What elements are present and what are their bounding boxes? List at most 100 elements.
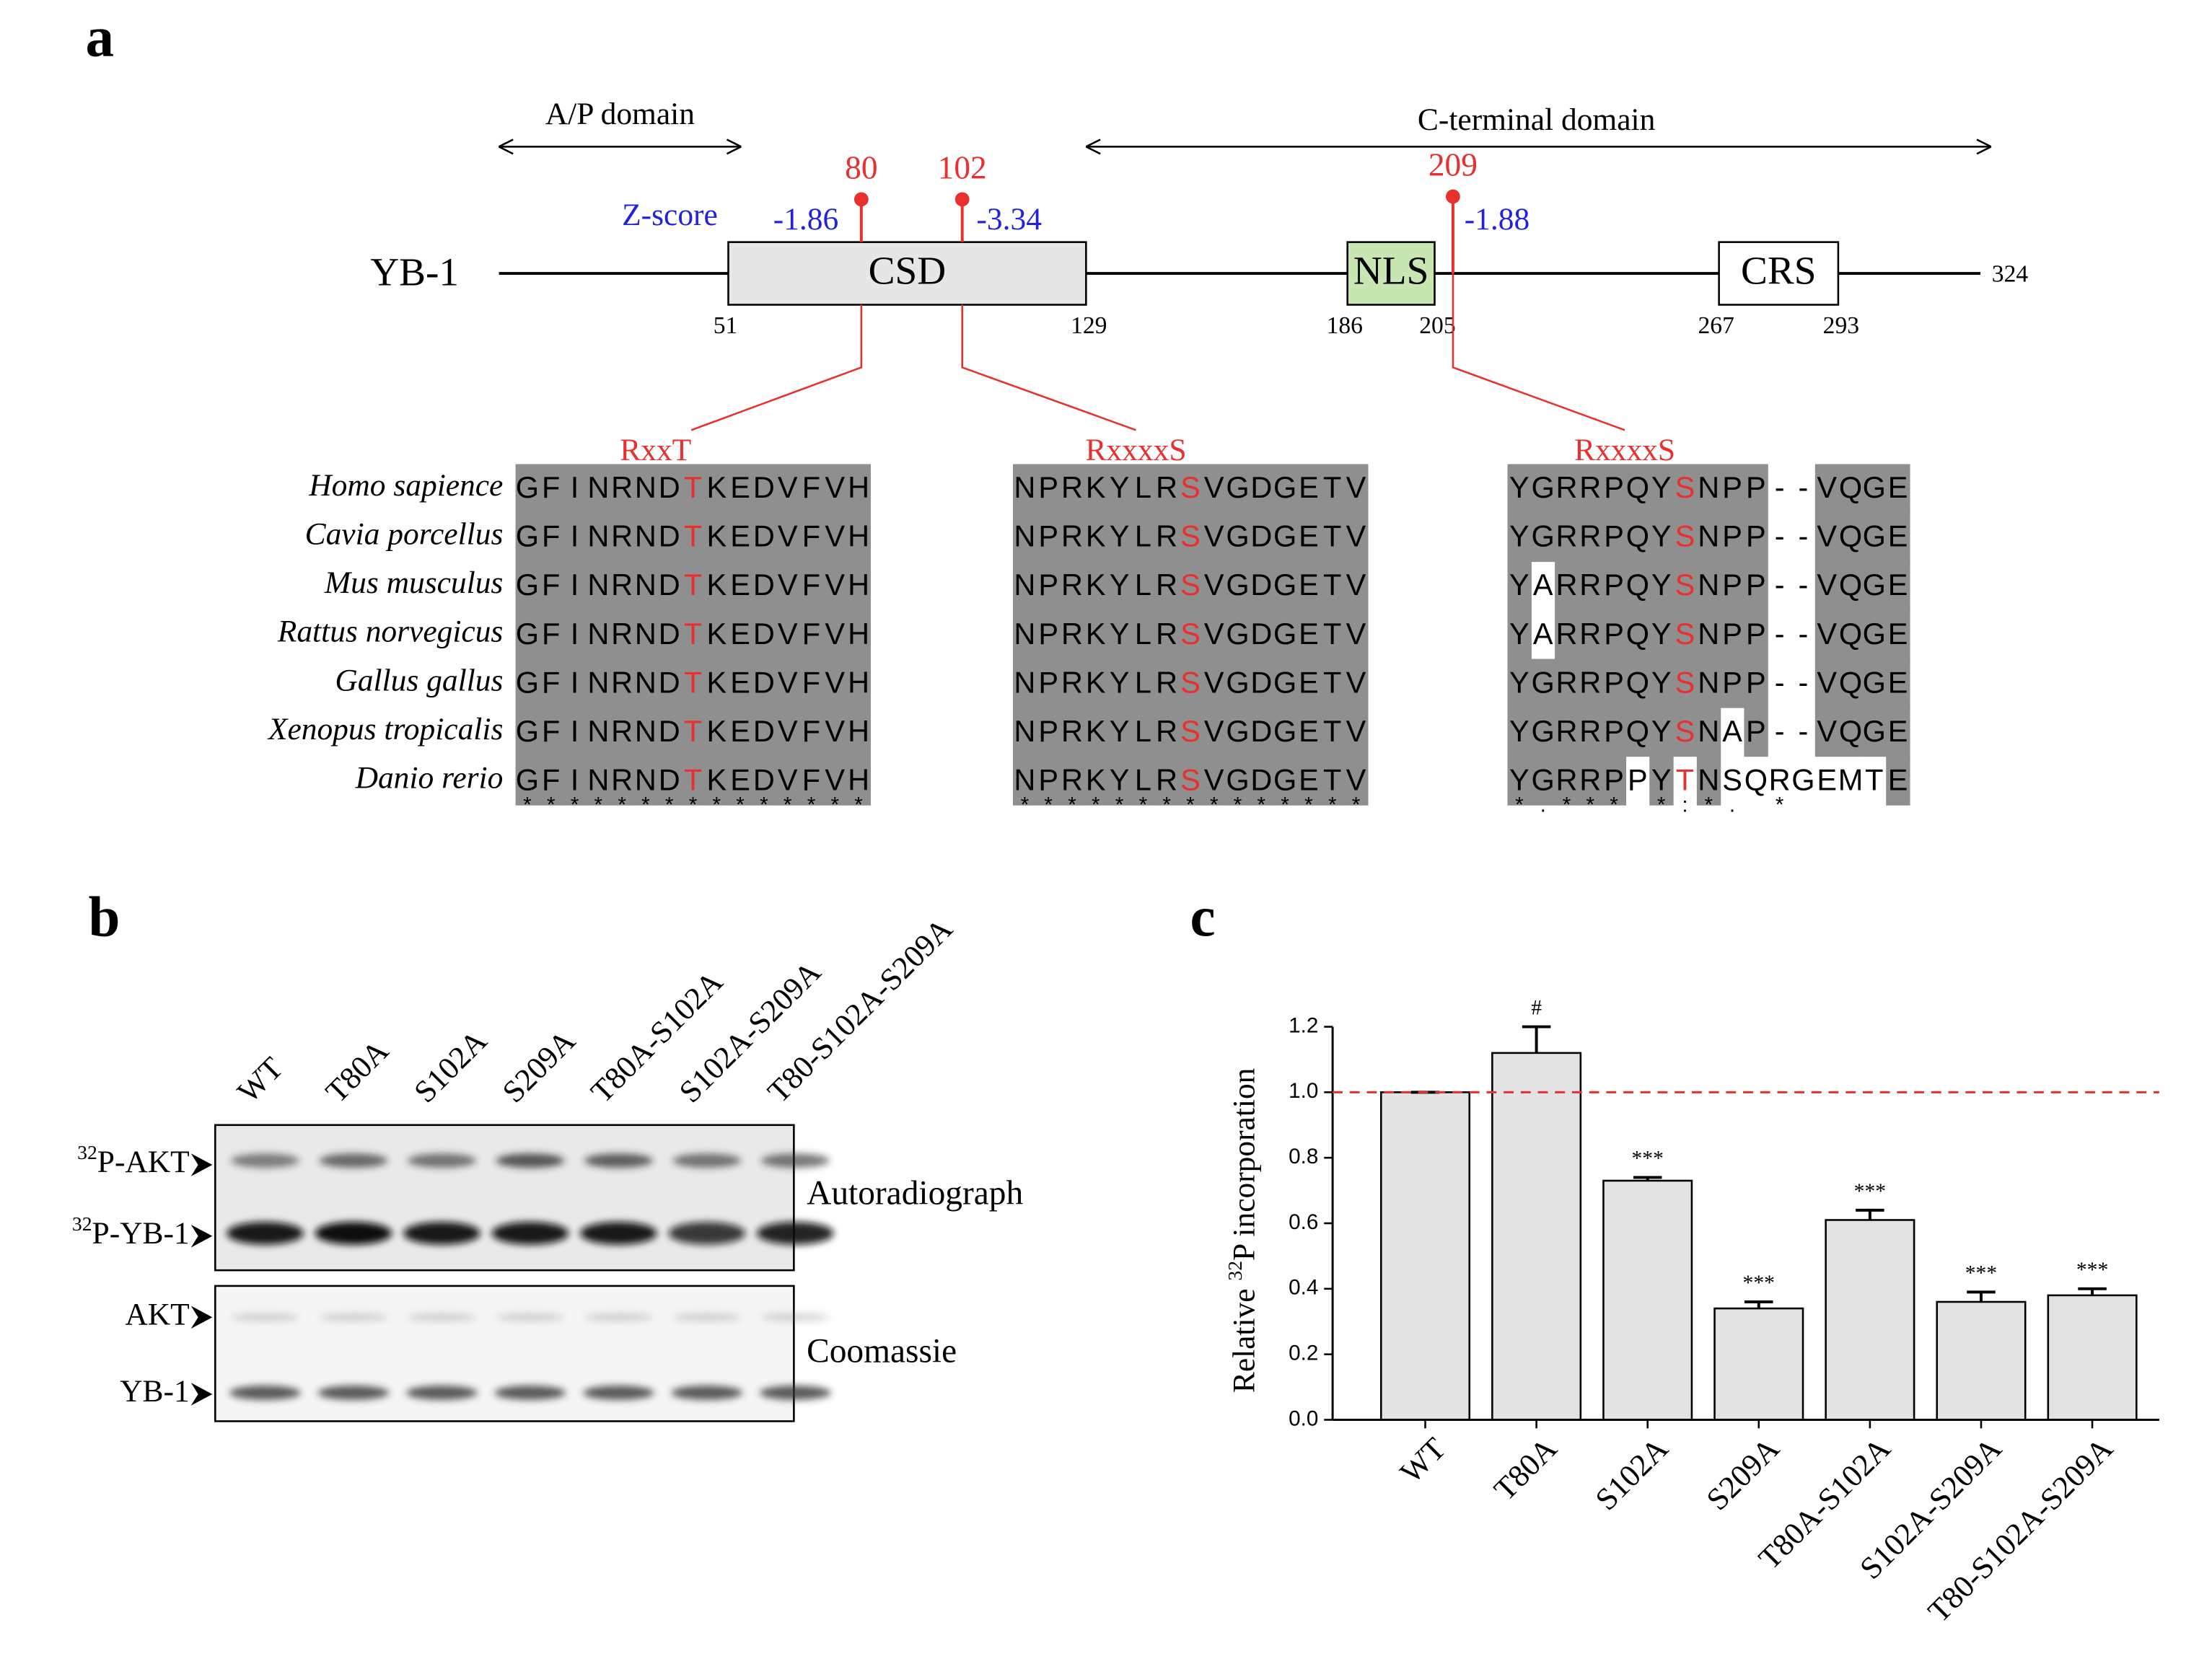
residue-shade <box>563 464 587 514</box>
residue-shade <box>1886 512 1910 563</box>
error-bar <box>1967 1290 1996 1302</box>
residue-shade <box>1249 756 1274 806</box>
residue-shade <box>1696 756 1721 806</box>
bar <box>1713 1307 1804 1421</box>
residue-shade <box>681 512 706 563</box>
residue-label: 129 <box>1071 312 1107 339</box>
sequence-part: KEDVFVH <box>706 470 869 504</box>
residue-shade <box>752 561 776 611</box>
sequence: NPRKYLR S VGDGETV <box>1014 762 1366 796</box>
sequence: GFINRND T KEDVFVH <box>516 665 869 699</box>
domain-box-label: CSD <box>869 249 947 293</box>
residue-shade <box>1107 708 1132 757</box>
residue-shade <box>1602 610 1627 660</box>
residue-shade <box>1602 512 1627 563</box>
sequence: NPRKYLR S VGDGETV <box>1014 617 1366 651</box>
length-label: 324 <box>1992 261 2029 288</box>
residue-shade <box>752 464 776 514</box>
residue-shade <box>704 610 729 660</box>
arrowhead <box>498 138 742 155</box>
sequence-part: VGDGETV <box>1204 617 1366 651</box>
residue-shade <box>846 610 872 660</box>
residue-shade <box>1344 464 1369 514</box>
residue-shade <box>1320 659 1345 708</box>
residue-shade <box>1060 561 1084 611</box>
residue-shade <box>1649 659 1674 708</box>
sequence-part: NPRKYLR <box>1014 762 1177 796</box>
residue-shade <box>1202 708 1226 757</box>
blot-panel-name: Coomassie <box>807 1333 957 1370</box>
sequence-part: GFINRND <box>516 665 680 699</box>
band <box>671 1386 743 1400</box>
residue-shade <box>515 708 540 757</box>
residue-shade <box>610 708 635 757</box>
sequence-part: GFINRND <box>516 470 680 504</box>
phospho-site: T <box>684 762 702 796</box>
residue-shade <box>1886 610 1910 660</box>
significance: *** <box>1854 1180 1886 1203</box>
blot-autoradiograph <box>214 1124 795 1272</box>
residue-shade <box>657 708 682 757</box>
sequence: YGRRPQY S NPP--VQGE <box>1509 519 1908 553</box>
sequence-part: NPRKYLR <box>1014 568 1177 602</box>
residue-shade <box>1862 512 1887 563</box>
residue-shade <box>633 464 658 514</box>
sequence-part: YGRRPPY <box>1509 762 1671 796</box>
band <box>319 1153 388 1168</box>
y-tick-label: 0.4 <box>1289 1276 1318 1300</box>
residue-shade <box>1531 756 1555 806</box>
band-arrow <box>190 1383 213 1406</box>
sequence-part: YGRRPQY <box>1509 470 1671 504</box>
residue-shade <box>1107 512 1132 563</box>
residue-shade <box>1838 659 1863 708</box>
residue-shade <box>728 512 753 563</box>
residue-shade <box>1602 756 1627 806</box>
residue-shade <box>1862 610 1887 660</box>
y-tick-label: 1.0 <box>1289 1079 1318 1103</box>
band <box>496 1153 565 1168</box>
phospho-site: T <box>684 665 702 699</box>
residue-shade <box>563 659 587 708</box>
residue-shade <box>633 756 658 806</box>
residue-shade <box>1531 659 1555 708</box>
panel-label: b <box>88 886 120 949</box>
residue-shade <box>1178 561 1203 611</box>
residue-shade <box>822 610 848 660</box>
residue-shade <box>610 659 635 708</box>
species-name: Danio rerio <box>355 760 504 795</box>
residue-shade <box>846 512 872 563</box>
residue-shade <box>1555 464 1579 514</box>
band-label-text: YB-1 <box>120 1374 190 1409</box>
phospho-site: S <box>1675 568 1695 602</box>
residue-shade <box>563 512 587 563</box>
species-name: Mus musculus <box>324 565 503 600</box>
residue-shade <box>1744 464 1768 514</box>
y-tick-label: 0.2 <box>1289 1341 1318 1365</box>
site-position: 80 <box>845 149 877 185</box>
motif-label: RxxxxS <box>1085 433 1186 467</box>
error-bar <box>1744 1300 1773 1309</box>
residue-shade <box>1249 464 1274 514</box>
residue-shade <box>1226 561 1250 611</box>
residue-shade <box>1154 756 1180 806</box>
residue-label: 267 <box>1698 312 1734 339</box>
band <box>584 1153 653 1168</box>
residue-shade <box>1012 756 1037 806</box>
residue-shade <box>752 659 776 708</box>
residue-shade <box>728 708 753 757</box>
residue-shade <box>1602 561 1627 611</box>
residue-shade <box>1555 708 1579 757</box>
residue-shade <box>586 464 611 514</box>
band <box>406 1386 478 1400</box>
residue-shade <box>1273 708 1298 757</box>
residue-shade <box>728 561 753 611</box>
residue-shade <box>1649 610 1674 660</box>
residue-shade <box>1296 464 1321 514</box>
sequence-part: NPP--VQGE <box>1698 519 1908 553</box>
residue-shade <box>657 561 682 611</box>
residue-shade <box>1036 756 1061 806</box>
residue-shade <box>1249 561 1274 611</box>
residue-shade <box>1060 610 1084 660</box>
protein-name: YB-1 <box>370 250 459 294</box>
